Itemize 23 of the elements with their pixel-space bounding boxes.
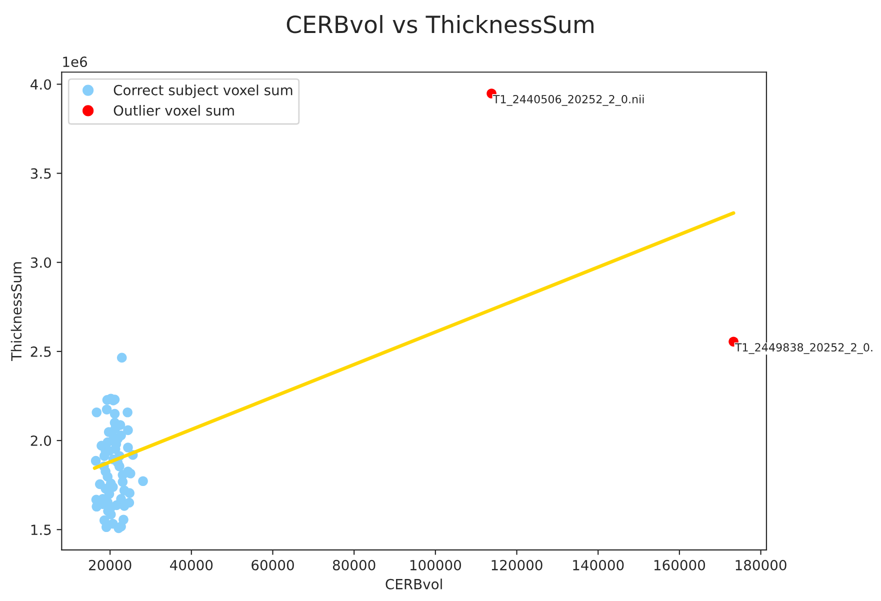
x-tick-label: 160000 xyxy=(654,560,706,570)
legend-label: Outlier voxel sum xyxy=(114,105,234,116)
x-tick-label: 40000 xyxy=(170,560,213,570)
y-tick-label: 2.5 xyxy=(30,346,51,357)
y-tick-label: 2.0 xyxy=(30,436,52,446)
y-axis-title: ThicknessSum xyxy=(10,262,22,361)
x-tick-label: 20000 xyxy=(88,560,132,570)
y-tick-label: 1.5 xyxy=(31,524,51,536)
y-tick-label: 3.0 xyxy=(30,257,52,268)
x-tick-label: 120000 xyxy=(492,560,542,570)
x-tick-label: 180000 xyxy=(736,560,786,570)
annotation: T1_2440506_20252_2_0.nii xyxy=(492,94,644,106)
legend-label: Correct subject voxel sum xyxy=(114,84,292,98)
text: 1e6 xyxy=(63,56,88,68)
x-tick-label: 60000 xyxy=(252,560,294,570)
annotation: T1_2449838_20252_2_0. xyxy=(734,343,872,354)
y-tick-label: 3.5 xyxy=(30,168,51,179)
x-tick-label: 80000 xyxy=(332,560,376,570)
y-tick-label: 4.0 xyxy=(30,79,52,90)
x-tick-label: 140000 xyxy=(573,560,624,570)
chart-title: CERBvol vs ThicknessSum xyxy=(286,15,594,34)
x-tick-label: 100000 xyxy=(410,560,462,570)
x-axis-title: CERBvol xyxy=(386,578,442,590)
